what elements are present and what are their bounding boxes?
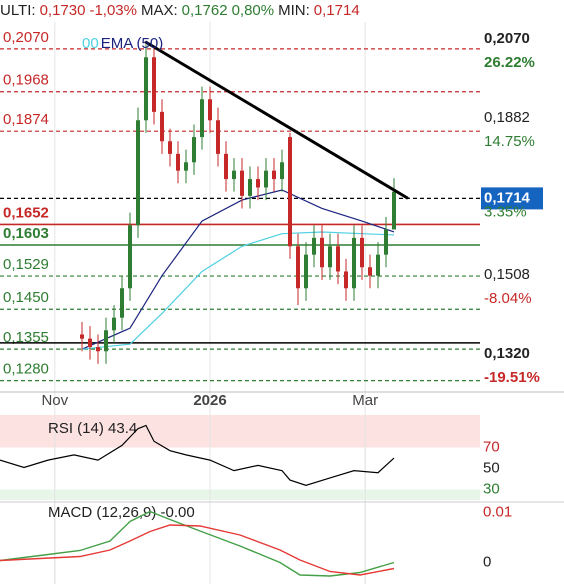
header-item: MIN: (278, 2, 310, 19)
zone (0, 415, 480, 448)
candle-body (312, 237, 316, 255)
candle-body (224, 153, 228, 180)
candle-body (104, 330, 108, 352)
candle-body (80, 334, 84, 339)
x-tick-label: Mar (352, 392, 378, 409)
quote-header: ULTI: 0,1730 -1,03% MAX: 0,1762 0,80% MIN: 0,17… (0, 0, 564, 22)
y-tick-change: -8.04% (484, 290, 532, 307)
candle-body (200, 99, 204, 138)
candle-body (120, 288, 124, 318)
legend-entry: 00 (82, 35, 99, 52)
header-item: 0,1762 (181, 2, 228, 19)
header-item: -1,03% (89, 2, 137, 19)
level-label: 0,2070 (3, 29, 49, 46)
candle-body (128, 225, 132, 289)
candle-body (384, 229, 388, 255)
candle-body (256, 179, 260, 188)
candle-body (112, 317, 116, 331)
candle-body (296, 246, 300, 289)
level-label: 0,1355 (3, 329, 49, 346)
y-tick-change: 14.75% (484, 133, 535, 150)
level-label: 0,1968 (3, 72, 49, 89)
candle-body (168, 141, 172, 154)
candle-body (136, 120, 140, 226)
level-label: 0,1652 (3, 204, 49, 221)
y-tick-label: 50 (483, 459, 500, 476)
header-item: 0,80% (231, 2, 275, 19)
candle-body (208, 99, 212, 121)
candle-body (152, 57, 156, 112)
candle-body (176, 153, 180, 171)
x-tick-label: Nov (41, 392, 68, 409)
candle-body (280, 162, 284, 180)
zone (0, 489, 480, 500)
y-tick-label: 30 (483, 480, 500, 497)
candle-body (232, 170, 236, 180)
macd-line (0, 510, 395, 577)
candle-body (336, 246, 340, 272)
panel-title: RSI (14) 43.4 (48, 420, 137, 437)
candle-body (360, 237, 364, 268)
level-label: 0,1529 (3, 256, 49, 273)
header-item: 0,1730 (39, 2, 86, 19)
header-item: ULTI: (0, 2, 36, 19)
candle-body (392, 191, 396, 230)
candle-body (248, 179, 252, 196)
level-label: 0,1603 (3, 225, 49, 242)
candle-body (264, 170, 268, 188)
candle-body (192, 137, 196, 163)
candle-body (144, 57, 148, 121)
candle-body (344, 271, 348, 289)
candle-body (304, 254, 308, 289)
y-tick-label: 0,1320 (484, 345, 530, 362)
price-highlight (481, 187, 543, 210)
level-label: 0,1280 (3, 361, 49, 378)
y-tick-label: 70 (483, 438, 500, 455)
candle-body (352, 237, 356, 289)
candle-body (288, 137, 292, 247)
candle-body (160, 111, 164, 142)
header-item: 0,1714 (313, 2, 360, 19)
candle-body (96, 347, 100, 352)
candle-body (376, 254, 380, 276)
candle-body (368, 267, 372, 276)
header-item: MAX: (140, 2, 178, 19)
y-tick-change: -19.51% (484, 369, 540, 386)
y-tick-label: 0.01 (483, 503, 512, 520)
candle-body (272, 170, 276, 180)
y-tick-label: 0 (483, 553, 491, 570)
level-label: 0,1450 (3, 289, 49, 306)
candle-body (328, 246, 332, 268)
candle-body (216, 120, 220, 154)
candle-body (240, 170, 244, 196)
macd-line (0, 524, 395, 576)
legend-entry: EMA (50) (101, 35, 164, 52)
candle-body (184, 162, 188, 171)
x-tick-label: 2026 (193, 392, 226, 409)
y-tick-label: 0,1714 (484, 189, 531, 206)
panel-title: MACD (12,26,9) -0.00 (48, 504, 195, 521)
ema-line (81, 231, 395, 350)
y-tick-change: 3.35% (484, 203, 527, 220)
y-tick-label: 0,1508 (484, 266, 530, 283)
level-label: 0,1874 (3, 111, 49, 128)
y-tick-change: 26.22% (484, 54, 535, 71)
candle-body (320, 237, 324, 268)
rsi-line (0, 424, 395, 486)
y-tick-label: 0,1882 (484, 109, 530, 126)
trendline (144, 40, 409, 200)
candle-body (88, 338, 92, 348)
y-tick-label: 0,2070 (484, 30, 530, 47)
